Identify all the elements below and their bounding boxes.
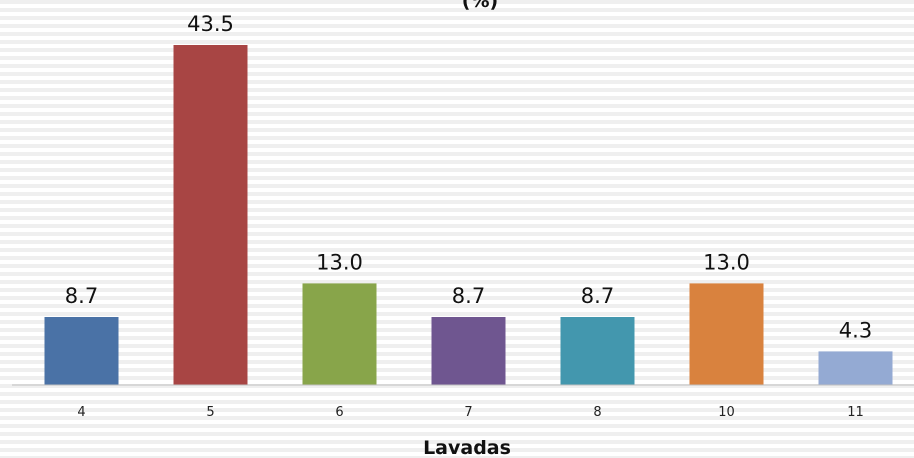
background-stripe	[0, 136, 914, 140]
value-label-6: 13.0	[316, 250, 363, 274]
value-label-7: 8.7	[452, 284, 485, 308]
background-stripe	[0, 104, 914, 108]
background-stripe	[0, 112, 914, 116]
background-stripe	[0, 432, 914, 436]
x-tick-label-8: 8	[593, 405, 601, 420]
background-stripe	[0, 128, 914, 132]
background-stripe	[0, 288, 914, 292]
background-stripe	[0, 64, 914, 68]
background-stripe	[0, 120, 914, 124]
background-stripe	[0, 440, 914, 444]
background-stripe	[0, 80, 914, 84]
value-label-5: 43.5	[187, 12, 234, 36]
x-tick-label-7: 7	[464, 405, 472, 420]
background-stripe	[0, 144, 914, 148]
bar-4	[44, 317, 119, 385]
x-tick-label-4: 4	[77, 405, 85, 420]
x-tick-label-6: 6	[335, 405, 343, 420]
background-stripe	[0, 16, 914, 20]
background-stripe	[0, 88, 914, 92]
value-label-8: 8.7	[581, 284, 614, 308]
background-stripe	[0, 392, 914, 396]
background-stripe	[0, 168, 914, 172]
background-stripe	[0, 416, 914, 420]
background-stripe	[0, 160, 914, 164]
bar-7	[431, 317, 506, 385]
background-stripe	[0, 152, 914, 156]
background-stripe	[0, 296, 914, 300]
background-stripe	[0, 232, 914, 236]
background-stripe	[0, 312, 914, 316]
background-stripe	[0, 32, 914, 36]
value-label-11: 4.3	[839, 318, 872, 342]
background-stripe	[0, 96, 914, 100]
value-labels-group: 8.7 43.5 13.0 8.7 8.7 13.0 4.3	[65, 12, 872, 342]
background-stripe	[0, 72, 914, 76]
x-tick-labels-group: 4 5 6 7 8 10 11	[77, 405, 863, 420]
bars-group	[44, 45, 893, 385]
background-stripe	[0, 384, 914, 388]
background-stripe	[0, 24, 914, 28]
background-stripe	[0, 184, 914, 188]
background-stripe	[0, 0, 914, 4]
background-stripe	[0, 176, 914, 180]
background-stripe	[0, 264, 914, 268]
background-stripe	[0, 424, 914, 428]
background-stripe	[0, 400, 914, 404]
value-label-4: 8.7	[65, 284, 98, 308]
background-stripe	[0, 56, 914, 60]
background-stripe	[0, 448, 914, 452]
background-stripe	[0, 248, 914, 252]
background-stripe	[0, 200, 914, 204]
x-tick-label-5: 5	[206, 405, 214, 420]
background-stripe	[0, 48, 914, 52]
x-tick-label-10: 10	[718, 405, 735, 420]
background-stripe	[0, 8, 914, 12]
x-axis-title: Lavadas	[423, 437, 511, 458]
background-stripe	[0, 40, 914, 44]
bar-6	[302, 283, 377, 385]
background-stripe	[0, 256, 914, 260]
bar-11	[818, 351, 893, 385]
background-stripe	[0, 280, 914, 284]
x-tick-label-11: 11	[847, 405, 864, 420]
chart-title: (%)	[462, 0, 498, 12]
background-stripe	[0, 224, 914, 228]
background-stripe	[0, 240, 914, 244]
bar-10	[689, 283, 764, 385]
background-stripe	[0, 304, 914, 308]
background-stripe	[0, 408, 914, 412]
background-stripe	[0, 208, 914, 212]
bar-8	[560, 317, 635, 385]
background-stripe	[0, 192, 914, 196]
background-stripe	[0, 456, 914, 458]
background-stripe	[0, 272, 914, 276]
value-label-10: 13.0	[703, 250, 750, 274]
bar-5	[173, 45, 248, 385]
background-stripe	[0, 216, 914, 220]
